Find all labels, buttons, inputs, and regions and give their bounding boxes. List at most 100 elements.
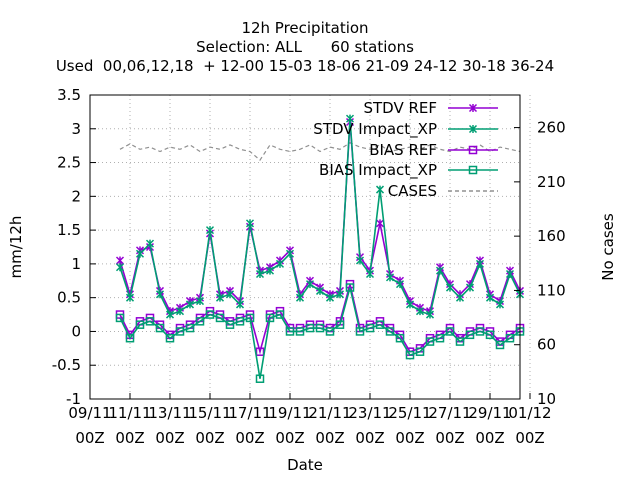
data-point [395, 280, 405, 289]
data-point [155, 290, 165, 299]
series-layer [115, 114, 525, 383]
data-point [195, 297, 205, 306]
y2-axis-label: No cases [599, 213, 617, 281]
x-tick-label-hour: 00Z [315, 429, 344, 447]
data-point [405, 300, 415, 309]
x-tick-label-date: 11/11 [108, 404, 151, 422]
data-point [305, 323, 315, 333]
data-point [295, 327, 305, 336]
data-point [175, 307, 185, 316]
data-point [435, 266, 445, 275]
data-point [255, 374, 265, 383]
legend-label: STDV Impact_XP [313, 120, 437, 139]
data-point [465, 330, 475, 340]
data-point [455, 293, 465, 302]
data-point [275, 259, 285, 268]
legend-label: BIAS Impact_XP [319, 161, 437, 180]
y-tick-label: 2.5 [57, 154, 81, 172]
x-tick-label-hour: 00Z [515, 429, 544, 447]
series-line [119, 142, 521, 161]
data-point [165, 310, 175, 319]
data-point [125, 333, 135, 343]
chart-title: 12h Precipitation Selection: ALL 60 stat… [56, 19, 554, 75]
data-point [345, 283, 355, 292]
data-point [185, 300, 195, 309]
data-point [275, 310, 285, 319]
x-tick-label-date: 27/11 [428, 404, 471, 422]
y-axis-label: mm/12h [7, 216, 25, 279]
legend-marker [468, 145, 478, 155]
x-tick-label-date: 29/11 [468, 404, 511, 422]
data-point [135, 320, 145, 329]
data-point [145, 239, 155, 248]
x-tick-label-hour: 00Z [115, 429, 144, 447]
data-point [225, 290, 235, 299]
legend-marker [468, 103, 478, 113]
axis-ticks: -1 -0.5 0 0.5 1 1.5 2 2.5 3 3.5 10 60 110 160 210 260 09… [52, 86, 566, 447]
data-point [215, 313, 225, 323]
data-point [115, 313, 125, 323]
data-point [485, 330, 495, 340]
data-point [135, 249, 145, 258]
data-point [245, 313, 255, 323]
legend-label: BIAS REF [369, 141, 437, 159]
data-point [325, 327, 335, 336]
data-point [475, 259, 485, 268]
data-point [355, 327, 365, 336]
data-point [425, 310, 435, 319]
data-point [335, 290, 345, 299]
data-point [295, 293, 305, 302]
data-point [455, 337, 465, 346]
data-point [415, 347, 425, 356]
data-point [345, 114, 355, 123]
data-point [405, 350, 415, 360]
y-tick-label: -0.5 [52, 356, 81, 374]
x-tick-label-date: 23/11 [348, 404, 391, 422]
x-tick-label-date: 15/11 [188, 404, 231, 422]
x-tick-label-date: 01/12 [508, 404, 551, 422]
x-tick-label-hour: 00Z [275, 429, 304, 447]
data-point [115, 256, 125, 265]
data-point [375, 320, 385, 329]
y-tick-label: 0 [71, 322, 81, 340]
x-tick-label-hour: 00Z [195, 429, 224, 447]
y2-tick-label: 60 [537, 336, 556, 354]
y-tick-label: 3 [71, 120, 81, 138]
data-point [445, 283, 455, 292]
x-tick-label-hour: 00Z [395, 429, 424, 447]
y2-tick-label: 10 [537, 390, 556, 408]
data-point [505, 333, 515, 343]
data-point [255, 347, 265, 356]
x-tick-label-hour: 00Z [435, 429, 464, 447]
x-tick-label-hour: 00Z [155, 429, 184, 447]
data-point [425, 337, 435, 346]
data-point [255, 269, 265, 279]
y-tick-label: 0.5 [57, 289, 81, 307]
y-tick-label: -1 [66, 390, 81, 408]
y2-tick-label: 260 [537, 119, 566, 137]
series-cases [119, 142, 521, 161]
data-point [235, 317, 245, 326]
data-point [395, 333, 405, 343]
y-tick-label: 2 [71, 187, 81, 205]
y2-tick-label: 210 [537, 173, 566, 191]
data-point [375, 185, 385, 194]
data-point [115, 263, 125, 272]
data-point [215, 293, 225, 302]
x-tick-label-date: 21/11 [308, 404, 351, 422]
data-point [335, 320, 345, 329]
series-stdv-impact-xp [115, 114, 525, 319]
y2-tick-label: 160 [537, 227, 566, 245]
x-tick-label-date: 09/11 [68, 404, 111, 422]
legend-marker [468, 165, 478, 175]
data-point [195, 317, 205, 326]
data-point [235, 300, 245, 309]
data-point [305, 280, 315, 289]
data-point [415, 307, 425, 316]
data-point [165, 333, 175, 343]
x-tick-label-date: 19/11 [268, 404, 311, 422]
data-point [495, 300, 505, 309]
data-point [285, 327, 295, 336]
data-point [365, 269, 375, 279]
